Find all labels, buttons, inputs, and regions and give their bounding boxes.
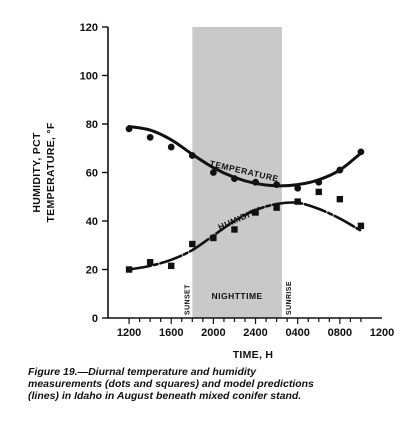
y-tick-label: 20 (86, 265, 98, 277)
data-point-humidity (210, 234, 217, 242)
data-point-temperature (336, 166, 344, 174)
data-point-temperature (273, 181, 281, 189)
data-point-temperature (209, 169, 217, 176)
data-point-humidity (168, 262, 175, 270)
data-point-humidity (231, 226, 238, 233)
x-tick-label: 1200 (370, 327, 394, 339)
data-point-humidity (294, 198, 301, 205)
annotation-sunrise: SUNRISE (286, 281, 293, 315)
x-tick-label: 2000 (201, 327, 225, 339)
annotation-sunset: SUNSET (184, 284, 191, 315)
data-point-temperature (231, 175, 238, 182)
x-axis: 1200 1600 2000 2400 0400 0800 1200 (108, 317, 394, 339)
data-point-temperature (357, 148, 365, 156)
y-tick-label: 80 (86, 119, 98, 131)
data-point-humidity (252, 209, 259, 216)
data-point-humidity (315, 188, 322, 196)
y-axis: 0 20 40 60 80 100 120 (80, 22, 109, 325)
data-point-humidity (189, 240, 196, 248)
data-point-temperature (252, 178, 259, 186)
x-tick-label: 2400 (243, 327, 267, 339)
chart: 0 20 40 60 80 100 120 1200 1600 2000 2400 0400 0800… (31, 22, 394, 360)
data-point-temperature (125, 125, 133, 133)
y-tick-label: 120 (80, 22, 98, 34)
nighttime-shaded-region (192, 27, 282, 318)
y-tick-label: 100 (80, 71, 98, 83)
y-tick-label: 60 (86, 168, 98, 180)
data-point-humidity (146, 259, 154, 266)
data-point-humidity (273, 204, 280, 211)
x-tick-label: 1200 (117, 327, 141, 339)
y-tick-label: 40 (86, 216, 98, 228)
data-point-temperature (294, 184, 302, 192)
data-point-humidity (125, 266, 133, 273)
data-point-humidity (336, 195, 344, 203)
data-point-temperature (167, 143, 175, 151)
model-line-humidity (127, 201, 363, 271)
x-tick-label: 1600 (159, 327, 183, 339)
x-tick-label: 0400 (285, 327, 309, 339)
model-lines (127, 124, 363, 271)
y-axis-label-temperature: TEMPERATURE, °F (45, 122, 57, 222)
data-point-temperature (188, 152, 196, 159)
data-point-temperature (315, 178, 323, 186)
data-point-humidity (357, 222, 365, 230)
figure-caption: Figure 19.—Diurnal temperature and humid… (28, 366, 314, 402)
annotation-nighttime: NIGHTTIME (211, 291, 262, 301)
measurement-markers (125, 125, 365, 273)
model-line-temperature (127, 124, 363, 188)
x-axis-label: TIME, H (233, 349, 274, 360)
x-tick-label: 0800 (328, 327, 352, 339)
y-tick-label: 0 (92, 313, 98, 325)
data-point-temperature (146, 133, 154, 141)
y-axis-label-humidity: HUMIDITY, PCT (31, 132, 43, 213)
